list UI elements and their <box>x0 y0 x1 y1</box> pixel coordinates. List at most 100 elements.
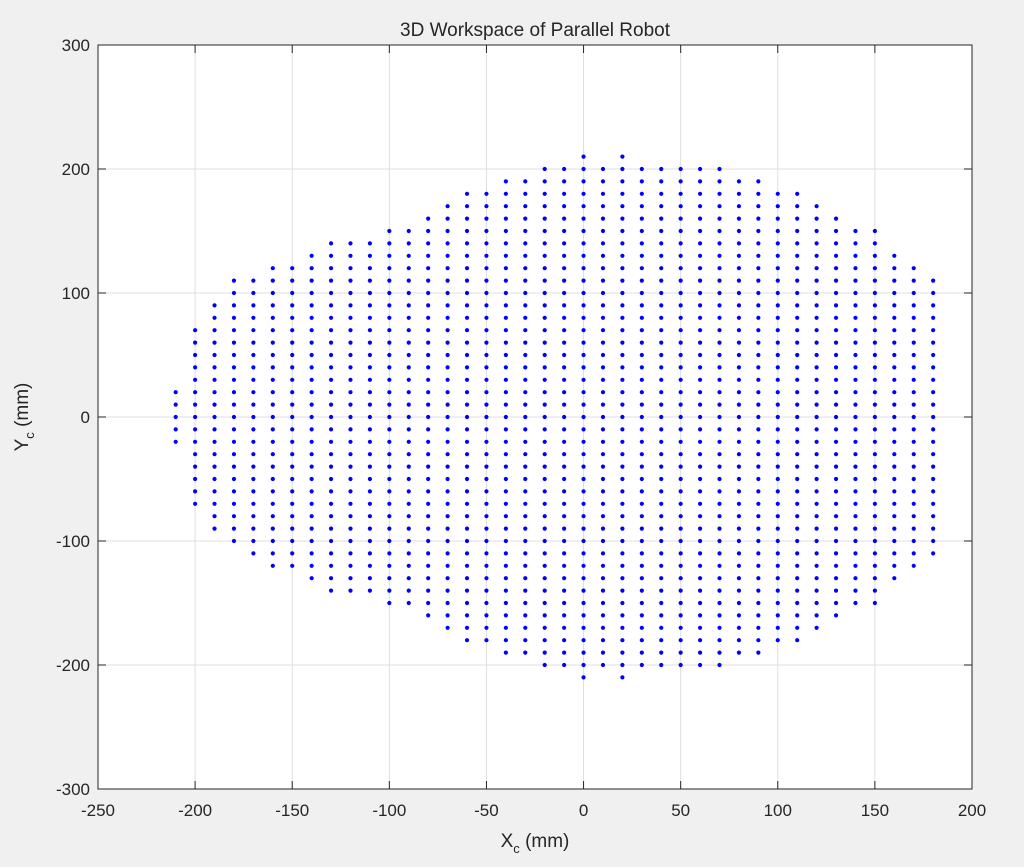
data-point <box>697 476 703 482</box>
data-point <box>795 328 800 333</box>
data-point <box>892 514 897 519</box>
data-point <box>367 303 373 308</box>
data-point <box>620 253 625 258</box>
data-point <box>697 638 703 643</box>
x-tick-label: 0 <box>579 801 588 820</box>
data-point <box>795 551 800 556</box>
data-point <box>756 191 761 196</box>
data-point <box>406 414 411 420</box>
data-point <box>542 452 547 457</box>
data-point <box>678 563 683 568</box>
data-point <box>406 514 411 519</box>
data-point <box>231 476 237 482</box>
data-point <box>464 563 470 568</box>
data-point <box>659 514 664 519</box>
data-point <box>892 402 897 407</box>
data-point <box>464 253 470 258</box>
data-point <box>678 538 683 544</box>
data-point <box>775 613 780 618</box>
data-point <box>406 464 411 469</box>
data-point <box>503 216 508 221</box>
data-point <box>931 452 936 457</box>
data-point <box>814 328 819 333</box>
data-point <box>756 650 761 655</box>
data-point <box>406 241 411 246</box>
data-point <box>581 414 586 420</box>
data-point <box>678 526 683 531</box>
data-point <box>328 476 334 482</box>
data-point <box>484 340 489 345</box>
data-point <box>659 501 664 506</box>
data-point <box>833 365 839 370</box>
data-point <box>833 464 839 469</box>
data-point <box>523 377 528 382</box>
data-point <box>814 266 819 271</box>
data-point <box>212 328 217 333</box>
data-point <box>795 390 800 395</box>
data-point <box>853 303 858 308</box>
data-point <box>775 278 780 283</box>
data-point <box>387 452 392 457</box>
data-point <box>426 613 431 618</box>
x-tick-label: -200 <box>178 801 212 820</box>
y-axis-title: Yc (mm) <box>12 383 37 452</box>
data-point <box>795 588 800 593</box>
data-point <box>328 290 334 296</box>
data-point <box>387 563 392 568</box>
data-point <box>464 377 470 382</box>
data-point <box>833 216 839 221</box>
data-point <box>426 414 431 420</box>
data-point <box>931 514 936 519</box>
data-point <box>231 427 237 432</box>
data-point <box>193 365 198 370</box>
data-point <box>853 241 858 246</box>
data-point <box>717 526 722 531</box>
data-point <box>814 216 819 221</box>
data-point <box>270 315 275 320</box>
data-point <box>406 377 411 382</box>
data-point <box>387 328 392 333</box>
data-point <box>775 204 780 209</box>
data-point <box>251 303 256 308</box>
y-tick-labels: -300 -200 -100 0 100 200 300 <box>56 36 90 799</box>
data-point <box>872 365 877 370</box>
data-point <box>775 390 780 395</box>
data-point <box>717 551 722 556</box>
data-point <box>853 365 858 370</box>
data-point <box>600 191 606 196</box>
data-point <box>367 501 373 506</box>
data-point <box>620 402 625 407</box>
data-point <box>911 278 916 283</box>
data-point <box>639 253 644 258</box>
data-point <box>795 290 800 296</box>
data-point <box>309 352 314 358</box>
data-point <box>620 588 625 593</box>
data-point <box>620 476 625 482</box>
data-point <box>484 489 489 494</box>
data-point <box>212 464 217 469</box>
chart-title: 3D Workspace of Parallel Robot <box>400 20 671 41</box>
data-point <box>736 377 742 382</box>
data-point <box>503 340 508 345</box>
data-point <box>503 402 508 407</box>
data-point <box>892 253 897 258</box>
data-point <box>309 501 314 506</box>
data-point <box>736 427 742 432</box>
data-point <box>193 452 198 457</box>
data-point <box>872 228 877 234</box>
data-point <box>659 452 664 457</box>
data-point <box>426 501 431 506</box>
data-point <box>697 365 703 370</box>
data-point <box>290 402 295 407</box>
data-point <box>697 204 703 209</box>
data-point <box>814 228 819 234</box>
data-point <box>620 489 625 494</box>
data-point <box>309 464 314 469</box>
data-point <box>600 526 606 531</box>
data-point <box>503 377 508 382</box>
data-point <box>600 638 606 643</box>
data-point <box>736 625 742 630</box>
data-point <box>348 489 353 494</box>
data-point <box>503 452 508 457</box>
data-point <box>697 179 703 184</box>
